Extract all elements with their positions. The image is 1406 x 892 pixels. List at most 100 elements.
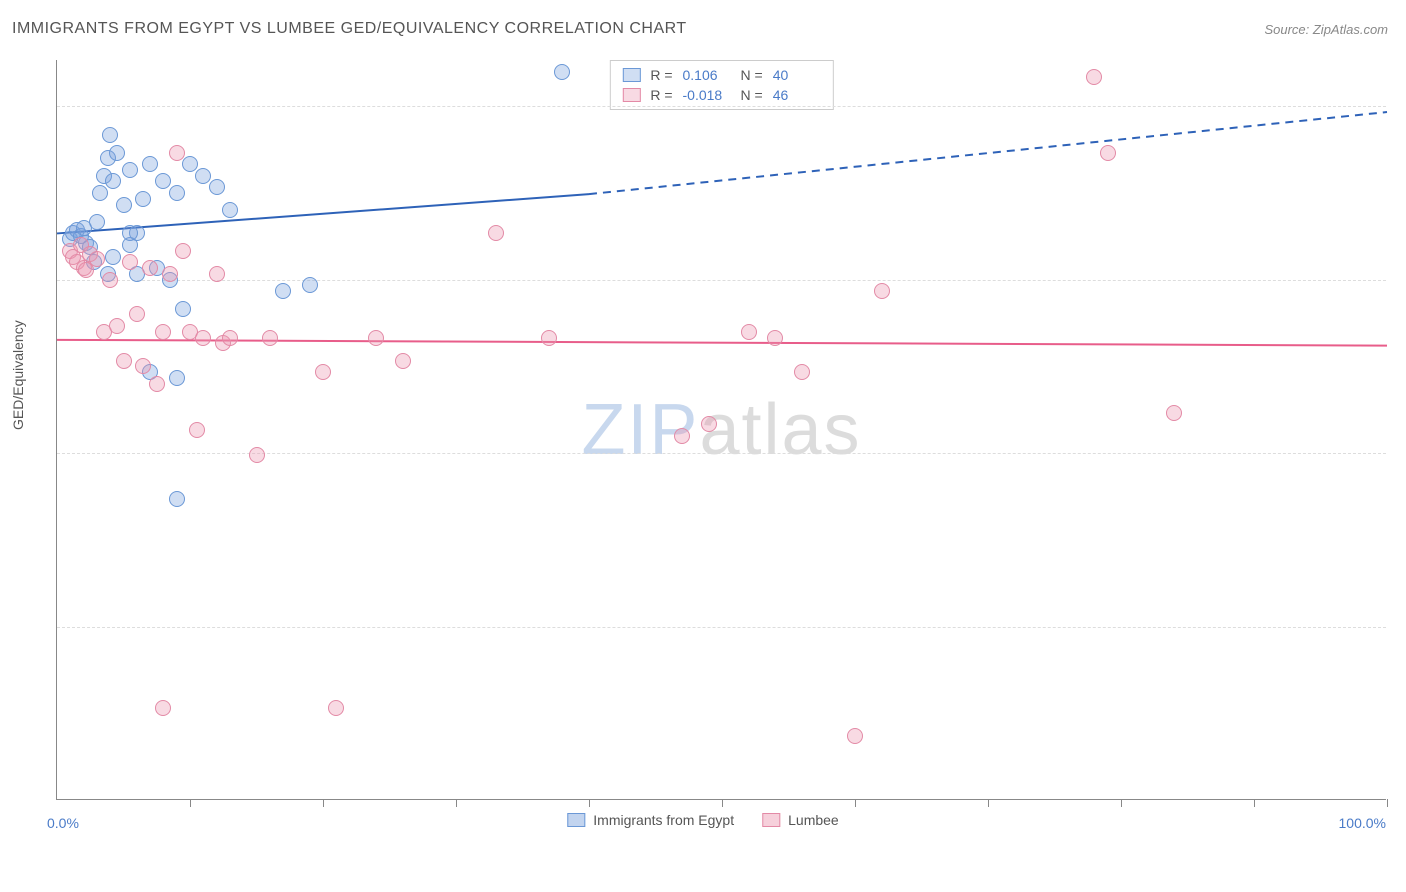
plot-area: ZIPatlas R =0.106N =40R =-0.018N =46 55.…	[56, 60, 1386, 800]
scatter-point	[155, 700, 171, 716]
scatter-point	[1166, 405, 1182, 421]
scatter-point	[328, 700, 344, 716]
scatter-point	[122, 254, 138, 270]
x-tick	[988, 799, 989, 807]
scatter-point	[89, 214, 105, 230]
scatter-point	[315, 364, 331, 380]
stats-legend-row: R = -0.018 N = 46	[622, 85, 820, 105]
x-tick	[1254, 799, 1255, 807]
scatter-point	[189, 422, 205, 438]
scatter-point	[195, 330, 211, 346]
scatter-point	[116, 353, 132, 369]
scatter-point	[209, 266, 225, 282]
stats-legend: R = 0.106 N = 40 R = -0.018 N = 46	[609, 60, 833, 110]
watermark: ZIPatlas	[581, 389, 861, 471]
scatter-point	[122, 162, 138, 178]
scatter-point	[169, 370, 185, 386]
scatter-point	[1100, 145, 1116, 161]
x-axis-max-label: 100.0%	[1339, 815, 1386, 831]
source-attribution: Source: ZipAtlas.com	[1264, 22, 1388, 37]
scatter-point	[155, 173, 171, 189]
scatter-point	[222, 330, 238, 346]
y-tick-label: 55.0%	[1396, 619, 1406, 635]
stat-r-label: R =	[650, 67, 672, 83]
legend-item: Lumbee	[762, 812, 839, 828]
legend-label: Lumbee	[788, 812, 839, 828]
x-tick	[323, 799, 324, 807]
scatter-point	[109, 145, 125, 161]
scatter-point	[767, 330, 783, 346]
scatter-point	[275, 283, 291, 299]
series-legend: Immigrants from Egypt Lumbee	[567, 812, 838, 828]
scatter-point	[222, 202, 238, 218]
scatter-point	[149, 376, 165, 392]
scatter-point	[1086, 69, 1102, 85]
scatter-point	[135, 358, 151, 374]
x-tick	[1121, 799, 1122, 807]
y-tick-label: 70.0%	[1396, 445, 1406, 461]
stat-r-value: 0.106	[683, 67, 731, 83]
trend-lines	[57, 60, 1386, 799]
x-tick	[1387, 799, 1388, 807]
scatter-point	[169, 145, 185, 161]
scatter-point	[135, 191, 151, 207]
scatter-point	[175, 243, 191, 259]
scatter-point	[874, 283, 890, 299]
x-tick	[190, 799, 191, 807]
scatter-point	[102, 272, 118, 288]
scatter-point	[175, 301, 191, 317]
chart-title: IMMIGRANTS FROM EGYPT VS LUMBEE GED/EQUI…	[12, 20, 687, 38]
stat-r-value: -0.018	[683, 87, 731, 103]
scatter-point	[701, 416, 717, 432]
y-axis-label: GED/Equivalency	[10, 320, 26, 430]
scatter-point	[488, 225, 504, 241]
y-tick-label: 85.0%	[1396, 272, 1406, 288]
scatter-point	[182, 156, 198, 172]
scatter-point	[92, 185, 108, 201]
scatter-point	[122, 225, 138, 241]
scatter-point	[195, 168, 211, 184]
scatter-point	[262, 330, 278, 346]
scatter-point	[395, 353, 411, 369]
x-tick	[855, 799, 856, 807]
scatter-point	[155, 324, 171, 340]
gridline	[57, 627, 1386, 628]
scatter-point	[541, 330, 557, 346]
y-tick-label: 100.0%	[1396, 98, 1406, 114]
stats-legend-row: R = 0.106 N = 40	[622, 65, 820, 85]
x-tick	[456, 799, 457, 807]
scatter-point	[302, 277, 318, 293]
scatter-point	[794, 364, 810, 380]
scatter-point	[109, 318, 125, 334]
scatter-point	[105, 173, 121, 189]
x-tick	[589, 799, 590, 807]
gridline	[57, 106, 1386, 107]
stat-n-value: 40	[773, 67, 821, 83]
stat-n-label: N =	[741, 87, 763, 103]
x-tick	[722, 799, 723, 807]
scatter-point	[129, 306, 145, 322]
stat-n-label: N =	[741, 67, 763, 83]
scatter-point	[89, 251, 105, 267]
legend-swatch	[622, 68, 640, 82]
scatter-point	[162, 266, 178, 282]
scatter-point	[116, 197, 132, 213]
legend-swatch	[762, 813, 780, 827]
legend-item: Immigrants from Egypt	[567, 812, 734, 828]
stat-r-label: R =	[650, 87, 672, 103]
stat-n-value: 46	[773, 87, 821, 103]
scatter-point	[169, 491, 185, 507]
x-axis-min-label: 0.0%	[47, 815, 79, 831]
scatter-point	[368, 330, 384, 346]
scatter-point	[554, 64, 570, 80]
legend-swatch	[567, 813, 585, 827]
scatter-point	[142, 260, 158, 276]
scatter-point	[105, 249, 121, 265]
scatter-point	[142, 156, 158, 172]
legend-swatch	[622, 88, 640, 102]
scatter-point	[209, 179, 225, 195]
scatter-point	[169, 185, 185, 201]
scatter-point	[741, 324, 757, 340]
scatter-point	[249, 447, 265, 463]
gridline	[57, 280, 1386, 281]
